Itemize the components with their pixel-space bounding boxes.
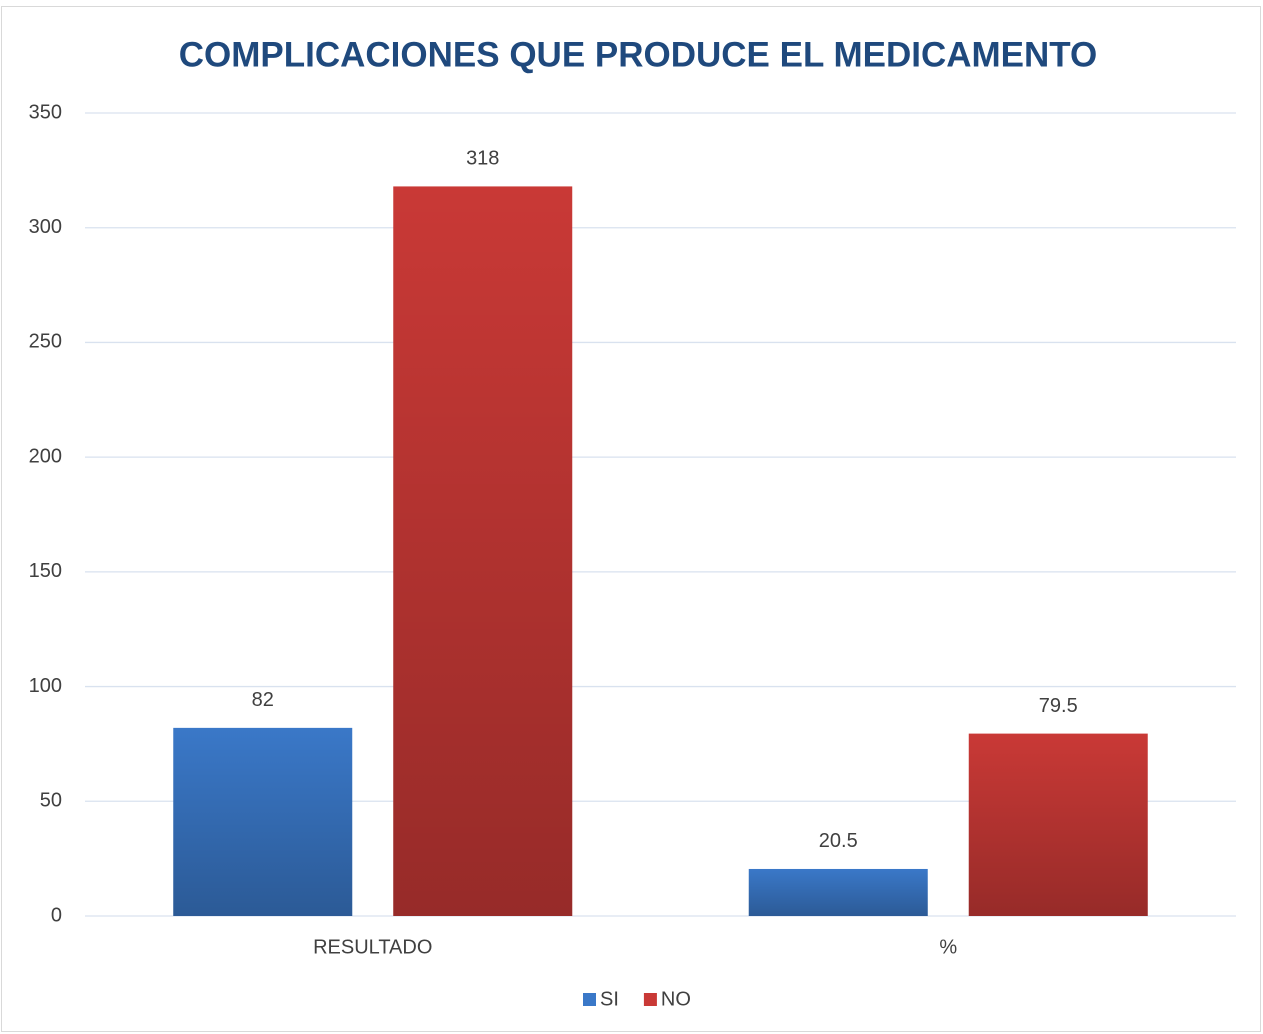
data-label: 318 xyxy=(466,148,499,170)
legend-label: NO xyxy=(661,988,691,1010)
y-tick-label: 350 xyxy=(29,101,62,123)
x-tick-label: RESULTADO xyxy=(313,936,432,958)
bar xyxy=(393,186,573,917)
y-tick-label: 300 xyxy=(29,216,62,238)
y-tick-label: 0 xyxy=(51,904,62,926)
legend-label: SI xyxy=(600,988,619,1010)
chart-title: COMPLICACIONES QUE PRODUCE EL MEDICAMENT… xyxy=(179,35,1098,74)
y-tick-label: 150 xyxy=(29,560,62,582)
data-label: 20.5 xyxy=(819,830,858,852)
data-label: 82 xyxy=(252,689,274,711)
data-label: 79.5 xyxy=(1039,695,1078,717)
y-tick-label: 50 xyxy=(40,790,62,812)
y-tick-label: 200 xyxy=(29,445,62,467)
legend-swatch xyxy=(583,993,596,1006)
bar xyxy=(748,868,928,916)
bar xyxy=(173,727,353,916)
y-tick-label: 100 xyxy=(29,675,62,697)
legend-swatch xyxy=(643,993,657,1006)
y-tick-label: 250 xyxy=(29,331,62,353)
x-tick-label: % xyxy=(939,936,957,958)
bar xyxy=(968,733,1148,916)
